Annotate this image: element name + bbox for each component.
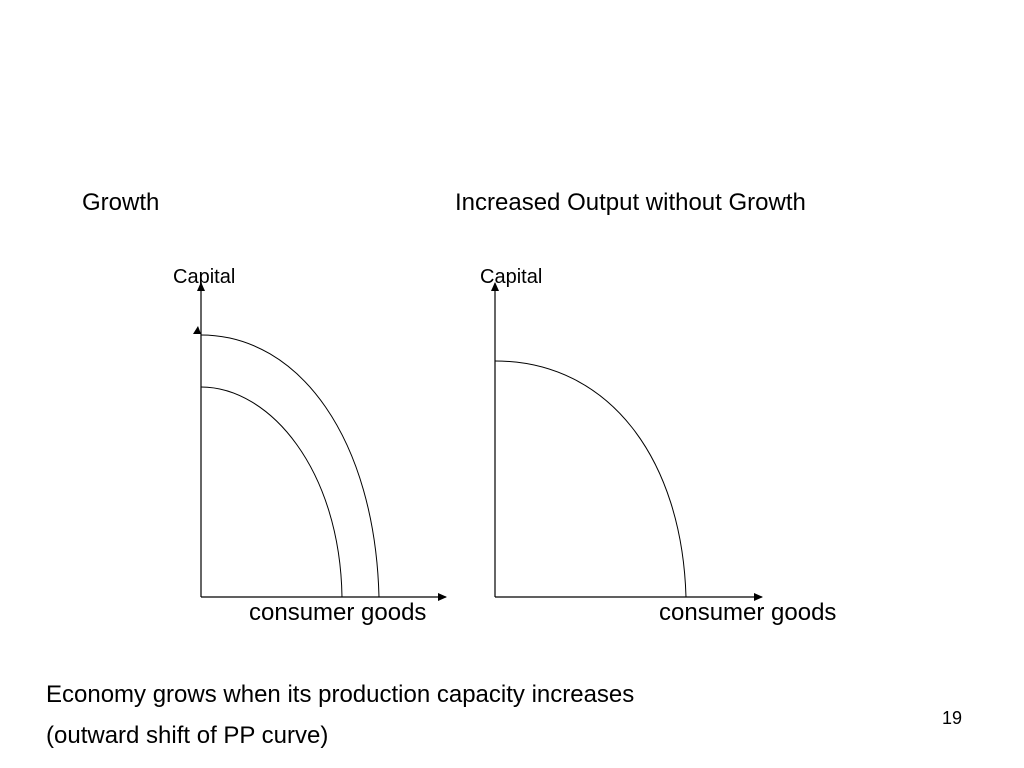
caption-line-1: Economy grows when its production capaci… xyxy=(46,681,635,708)
left-diagram-title: Growth xyxy=(82,189,160,216)
left-shift-arrowhead xyxy=(193,326,201,334)
right-diagram-title: Increased Output without Growth xyxy=(455,189,806,216)
left-x-axis-label: consumer goods xyxy=(249,599,427,626)
right-ppf-curve xyxy=(494,360,687,598)
left-y-axis-label: Capital xyxy=(173,266,236,288)
left-inner-ppf-curve xyxy=(200,386,343,598)
page-number: 19 xyxy=(942,708,963,728)
left-outer-ppf-curve xyxy=(200,334,380,598)
caption-line-2: (outward shift of PP curve) xyxy=(46,722,329,749)
right-x-axis-label: consumer goods xyxy=(659,599,837,626)
